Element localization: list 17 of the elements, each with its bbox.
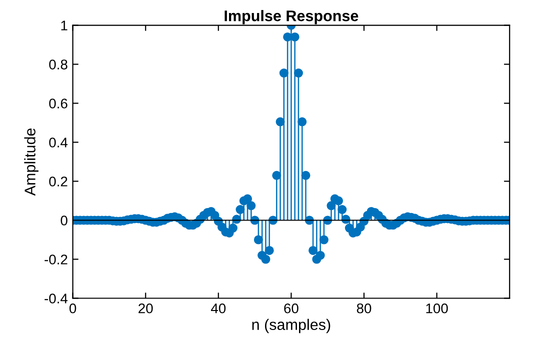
y-tick-label: 0.8 <box>49 60 68 70</box>
x-tick-label: 0 <box>69 303 76 314</box>
y-tick-label: 0.4 <box>49 138 68 148</box>
x-tick-label: 40 <box>210 303 226 314</box>
y-tick-label: 0.2 <box>49 176 68 186</box>
y-tick-label: 1 <box>61 20 68 30</box>
x-tick-label: 100 <box>426 303 448 314</box>
y-tick-label: 0 <box>60 216 68 226</box>
y-axis-title: Amplitude <box>24 128 38 196</box>
x-tick-label: 60 <box>284 303 298 314</box>
x-tick-label: 80 <box>356 303 372 314</box>
y-tick-label: 0.6 <box>49 98 68 108</box>
chart-title: Impulse Response <box>224 10 358 24</box>
x-tick-label: 20 <box>138 303 153 314</box>
y-tick-label: -0.2 <box>44 254 68 264</box>
x-axis-title: n (samples) <box>252 318 330 334</box>
y-tick-label: -0.4 <box>44 294 68 304</box>
